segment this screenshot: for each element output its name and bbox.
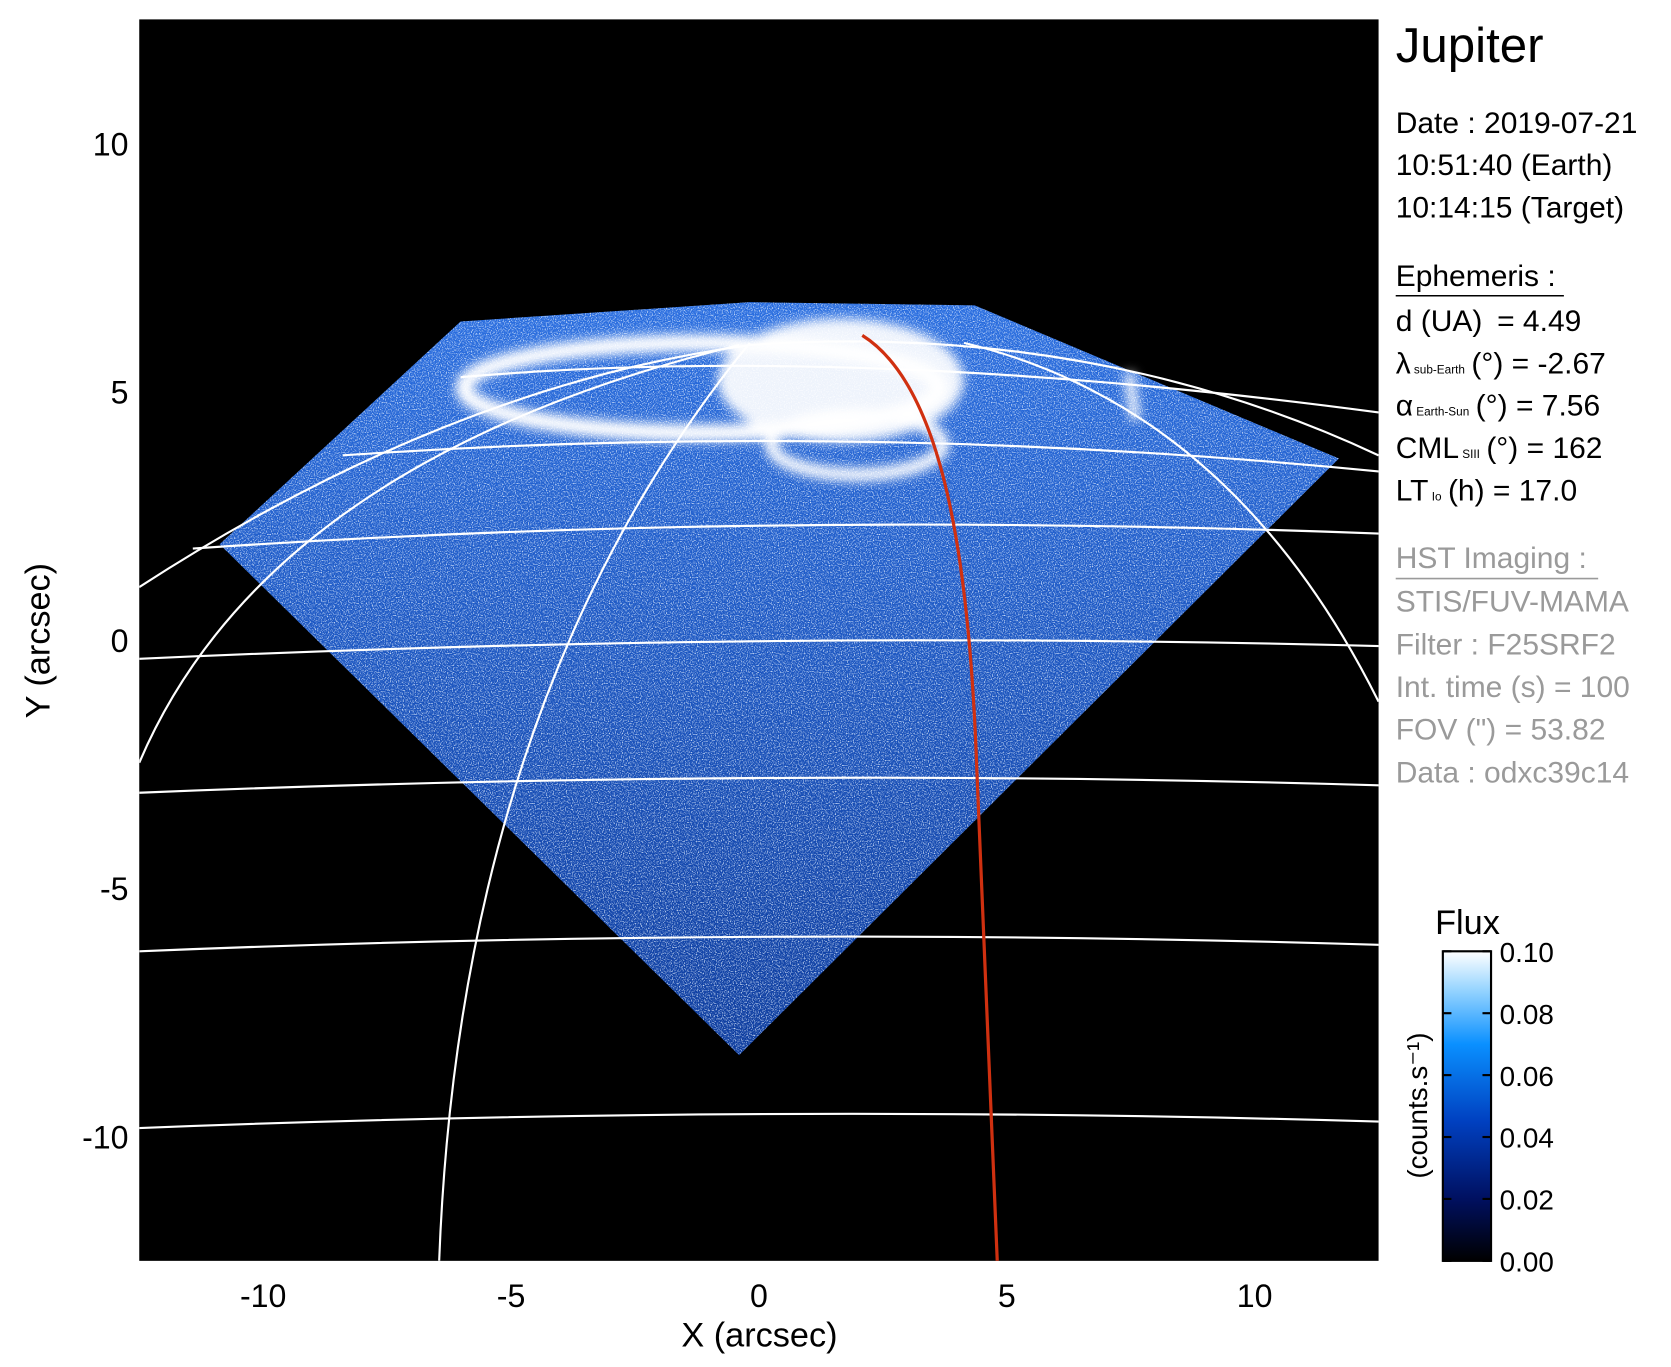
colorbar-tick-label: 0.00	[1500, 1247, 1554, 1278]
imaging-line: Filter : F25SRF2	[1396, 628, 1616, 661]
date-line: 10:14:15 (Target)	[1396, 192, 1624, 225]
ephemeris-subscript: SIII	[1462, 448, 1480, 461]
io-footprint	[1124, 372, 1141, 421]
y-tick-label: -10	[82, 1119, 128, 1155]
colorbar-tick-label: 0.06	[1500, 1061, 1554, 1092]
auroral-arc	[764, 408, 950, 482]
ephemeris-header: Ephemeris :	[1396, 260, 1556, 293]
y-tick-label: -5	[100, 871, 129, 907]
ephemeris-value: (°) = 162	[1486, 432, 1602, 465]
ephemeris-symbol: CML	[1396, 432, 1459, 465]
planet-grid-line	[192, 523, 1379, 550]
planet-grid-line	[139, 343, 740, 764]
ephemeris-value: (°) = -2.67	[1471, 347, 1605, 380]
y-axis-label: Y (arcsec)	[19, 563, 57, 719]
planet-grid-line	[139, 639, 1379, 660]
ephemeris-row: α Earth-Sun (°) = 7.56	[1396, 390, 1600, 423]
ephemeris-symbol: LT	[1396, 474, 1429, 507]
colorbar-tick-label: 0.02	[1500, 1185, 1554, 1216]
aurora	[455, 318, 1141, 482]
y-tick-label: 5	[111, 375, 129, 411]
planet-grid-line	[963, 341, 1379, 703]
planet-grid-line	[139, 340, 1379, 588]
image-layer	[139, 302, 1379, 1261]
planet-grid-line	[460, 364, 1379, 414]
ephemeris-value: (h) = 17.0	[1448, 474, 1577, 507]
ephemeris-subscript: sub-Earth	[1414, 363, 1465, 376]
colorbar-tick-label: 0.10	[1500, 937, 1554, 968]
imaging-header: HST Imaging :	[1396, 542, 1587, 575]
ephemeris-symbol: λ	[1396, 347, 1411, 380]
ephemeris-row: λ sub-Earth (°) = -2.67	[1396, 347, 1606, 380]
colorbar-label: (counts.s⁻¹)	[1402, 1032, 1433, 1178]
y-tick-label: 10	[93, 126, 129, 162]
x-axis-label: X (arcsec)	[681, 1317, 837, 1355]
colorbar-tick-label: 0.04	[1500, 1123, 1554, 1154]
x-tick-label: 0	[750, 1278, 768, 1314]
planet-grid-line	[139, 1112, 1379, 1130]
x-tick-label: 5	[998, 1278, 1016, 1314]
ephemeris-row: CML SIII (°) = 162	[1396, 432, 1603, 465]
planet-grid-line	[139, 776, 1379, 794]
x-tick-label: 10	[1237, 1278, 1273, 1314]
info-panel: Date : 2019-07-21 10:51:40 (Earth) 10:14:1…	[1395, 107, 1638, 789]
ephemeris-value: (°) = 7.56	[1476, 390, 1601, 423]
imaging-line: Data : odxc39c14	[1396, 756, 1629, 789]
y-tick-label: 0	[111, 623, 129, 659]
reference-meridian	[861, 334, 999, 1261]
planet-grid-line	[438, 342, 751, 1261]
imaging-line: Int. time (s) = 100	[1396, 671, 1630, 704]
colorbar-tick-label: 0.08	[1500, 999, 1554, 1030]
x-tick-label: -10	[240, 1278, 286, 1314]
planet-grid-line	[139, 935, 1379, 953]
colorbar	[1441, 950, 1493, 1262]
x-tick-label: -5	[497, 1278, 526, 1314]
imaging-line: STIS/FUV-MAMA	[1396, 586, 1629, 619]
date-line: 10:51:40 (Earth)	[1396, 149, 1613, 182]
ephemeris-row: LT Io (h) = 17.0	[1396, 474, 1577, 507]
planet-grid-line	[342, 439, 1379, 473]
colorbar-title: Flux	[1435, 904, 1500, 942]
ephemeris-subscript: Io	[1432, 490, 1442, 503]
ephemeris-symbol: α	[1396, 390, 1413, 423]
auroral-core	[717, 318, 965, 443]
ephemeris-value: = 4.49	[1489, 305, 1582, 338]
chart-title: Jupiter	[1396, 18, 1544, 73]
ephemeris-symbol: d (UA)	[1396, 305, 1483, 338]
ephemeris-subscript: Earth-Sun	[1416, 406, 1469, 419]
imaging-line: FOV (") = 53.82	[1396, 714, 1606, 747]
date-line: Date : 2019-07-21	[1396, 107, 1638, 140]
ephemeris-row: d (UA) = 4.49	[1396, 305, 1582, 338]
